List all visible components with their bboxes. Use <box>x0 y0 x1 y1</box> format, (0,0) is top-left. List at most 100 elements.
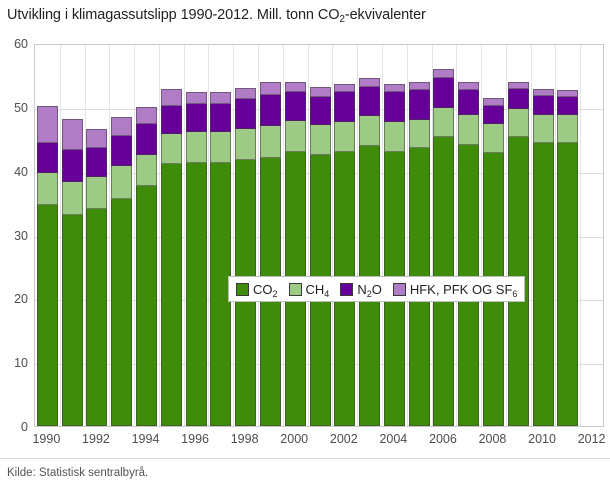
bar-segment-co2[interactable] <box>111 197 132 426</box>
bar-segment-ch4[interactable] <box>111 165 132 199</box>
bar-segment-hfk-pfk-og-sf6[interactable] <box>458 82 479 90</box>
bar-segment-ch4[interactable] <box>186 131 207 164</box>
bar-segment-ch4[interactable] <box>161 133 182 165</box>
bar-segment-hfk-pfk-og-sf6[interactable] <box>235 87 256 100</box>
bar-segment-n2o[interactable] <box>186 103 207 133</box>
bar-segment-n2o[interactable] <box>285 90 306 121</box>
bar-segment-co2[interactable] <box>86 207 107 426</box>
bar-segment-n2o[interactable] <box>433 77 454 109</box>
bar-column[interactable] <box>508 43 529 426</box>
bar-segment-hfk-pfk-og-sf6[interactable] <box>409 81 430 91</box>
bar-segment-n2o[interactable] <box>161 104 182 135</box>
bar-segment-n2o[interactable] <box>235 98 256 129</box>
bar-column[interactable] <box>533 43 554 426</box>
bar-segment-n2o[interactable] <box>384 91 405 123</box>
bar-segment-n2o[interactable] <box>62 149 83 182</box>
legend-item[interactable]: N2O <box>340 282 382 299</box>
bar-column[interactable] <box>210 43 231 426</box>
bar-segment-hfk-pfk-og-sf6[interactable] <box>483 98 504 106</box>
bar-segment-hfk-pfk-og-sf6[interactable] <box>210 92 231 105</box>
bar-segment-ch4[interactable] <box>458 114 479 145</box>
bar-column[interactable] <box>136 43 157 426</box>
bar-segment-hfk-pfk-og-sf6[interactable] <box>384 84 405 93</box>
bar-segment-ch4[interactable] <box>136 154 157 186</box>
bar-segment-hfk-pfk-og-sf6[interactable] <box>136 107 157 125</box>
bar-column[interactable] <box>384 43 405 426</box>
bar-segment-hfk-pfk-og-sf6[interactable] <box>111 116 132 136</box>
bar-segment-hfk-pfk-og-sf6[interactable] <box>508 81 529 89</box>
bar-column[interactable] <box>557 43 578 426</box>
legend-item[interactable]: HFK, PFK OG SF6 <box>392 282 517 299</box>
bar-segment-hfk-pfk-og-sf6[interactable] <box>433 69 454 79</box>
bar-segment-n2o[interactable] <box>533 95 554 116</box>
legend-item[interactable]: CO2 <box>236 282 278 299</box>
bar-segment-hfk-pfk-og-sf6[interactable] <box>62 118 83 151</box>
legend-item[interactable]: CH4 <box>288 282 329 299</box>
bar-segment-n2o[interactable] <box>359 86 380 117</box>
bar-segment-ch4[interactable] <box>557 114 578 144</box>
bar-segment-ch4[interactable] <box>285 119 306 152</box>
bar-column[interactable] <box>433 43 454 426</box>
bar-segment-co2[interactable] <box>136 185 157 426</box>
bar-column[interactable] <box>186 43 207 426</box>
bar-column[interactable] <box>86 43 107 426</box>
bar-column[interactable] <box>483 43 504 426</box>
bar-column[interactable] <box>37 43 58 426</box>
bar-segment-ch4[interactable] <box>210 131 231 164</box>
bar-segment-ch4[interactable] <box>384 121 405 152</box>
bar-segment-co2[interactable] <box>533 142 554 426</box>
bar-segment-n2o[interactable] <box>557 96 578 116</box>
bar-column[interactable] <box>285 43 306 426</box>
bar-segment-hfk-pfk-og-sf6[interactable] <box>557 89 578 98</box>
bar-segment-ch4[interactable] <box>86 176 107 209</box>
bar-segment-hfk-pfk-og-sf6[interactable] <box>310 87 331 97</box>
bar-segment-co2[interactable] <box>37 204 58 426</box>
bar-segment-co2[interactable] <box>161 163 182 426</box>
bar-segment-n2o[interactable] <box>136 123 157 156</box>
bar-column[interactable] <box>111 43 132 426</box>
bar-segment-hfk-pfk-og-sf6[interactable] <box>285 82 306 92</box>
bar-column[interactable] <box>334 43 355 426</box>
bar-segment-co2[interactable] <box>557 142 578 426</box>
bar-column[interactable] <box>62 43 83 426</box>
bar-segment-ch4[interactable] <box>37 171 58 206</box>
bar-column[interactable] <box>409 43 430 426</box>
bar-segment-ch4[interactable] <box>260 125 281 158</box>
bar-column[interactable] <box>582 43 603 426</box>
bar-column[interactable] <box>458 43 479 426</box>
bar-segment-hfk-pfk-og-sf6[interactable] <box>359 78 380 88</box>
bar-segment-n2o[interactable] <box>111 134 132 167</box>
bar-segment-ch4[interactable] <box>508 107 529 138</box>
bar-segment-hfk-pfk-og-sf6[interactable] <box>260 81 281 96</box>
bar-segment-ch4[interactable] <box>409 118 430 149</box>
bar-segment-co2[interactable] <box>186 162 207 426</box>
bar-segment-hfk-pfk-og-sf6[interactable] <box>86 129 107 148</box>
bar-segment-ch4[interactable] <box>62 180 83 215</box>
bar-column[interactable] <box>310 43 331 426</box>
bar-segment-n2o[interactable] <box>334 91 355 122</box>
bar-segment-n2o[interactable] <box>483 104 504 125</box>
bar-segment-hfk-pfk-og-sf6[interactable] <box>161 89 182 106</box>
bar-segment-n2o[interactable] <box>260 94 281 126</box>
bar-segment-n2o[interactable] <box>508 87 529 109</box>
bar-column[interactable] <box>359 43 380 426</box>
bar-segment-n2o[interactable] <box>409 89 430 120</box>
bar-segment-ch4[interactable] <box>235 127 256 160</box>
bar-segment-ch4[interactable] <box>433 107 454 137</box>
bar-segment-n2o[interactable] <box>310 95 331 126</box>
bar-segment-co2[interactable] <box>62 213 83 426</box>
bar-segment-hfk-pfk-og-sf6[interactable] <box>334 84 355 93</box>
bar-segment-n2o[interactable] <box>210 103 231 133</box>
bar-segment-ch4[interactable] <box>310 124 331 155</box>
bar-segment-n2o[interactable] <box>458 88 479 116</box>
bar-segment-ch4[interactable] <box>359 115 380 146</box>
bar-segment-ch4[interactable] <box>533 114 554 144</box>
bar-segment-ch4[interactable] <box>483 123 504 154</box>
bar-segment-n2o[interactable] <box>37 141 58 173</box>
bar-column[interactable] <box>260 43 281 426</box>
bar-segment-n2o[interactable] <box>86 146 107 178</box>
bar-segment-hfk-pfk-og-sf6[interactable] <box>533 88 554 96</box>
bar-column[interactable] <box>161 43 182 426</box>
bar-segment-ch4[interactable] <box>334 120 355 153</box>
bar-column[interactable] <box>235 43 256 426</box>
